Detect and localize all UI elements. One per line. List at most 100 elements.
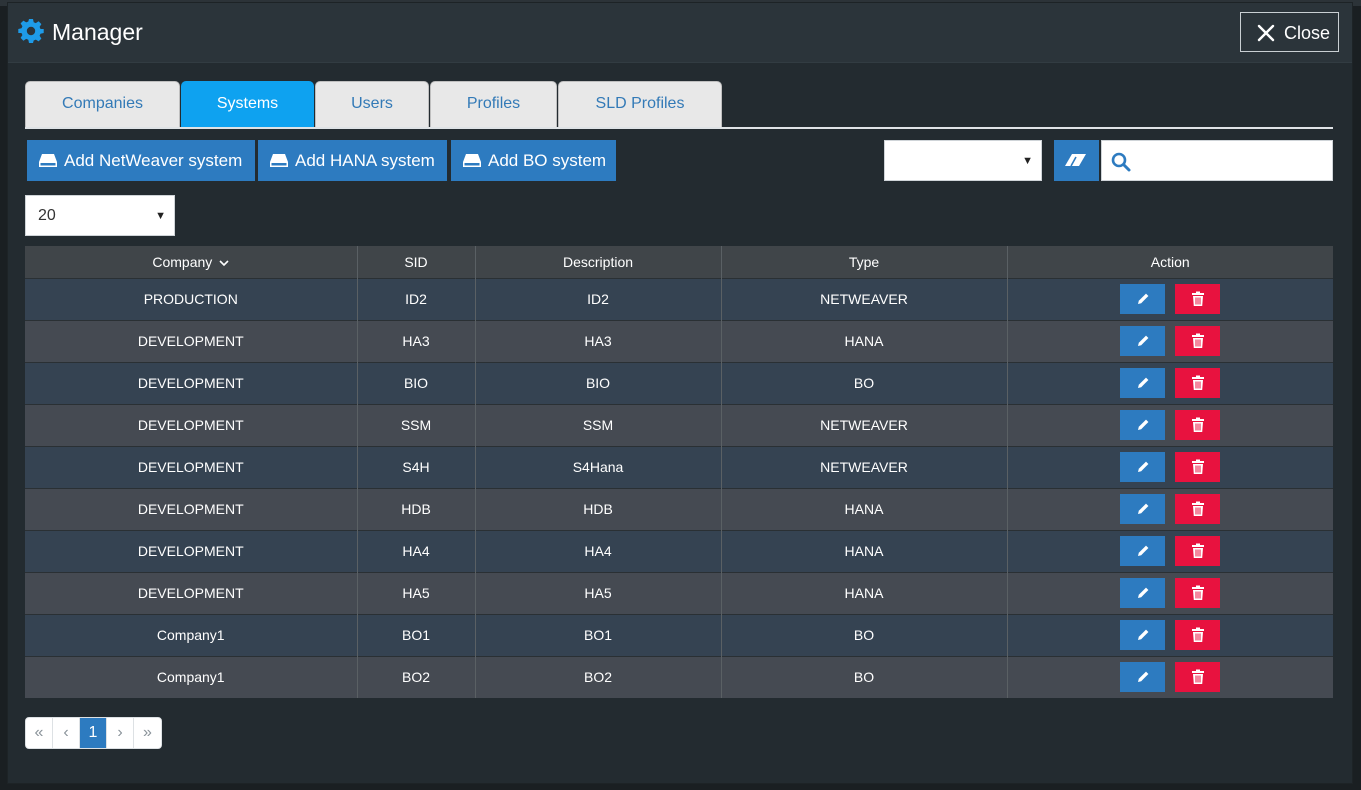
cell-action xyxy=(1007,571,1333,614)
cell-sid: S4H xyxy=(357,445,476,488)
tab-users[interactable]: Users xyxy=(315,81,429,128)
tab-companies[interactable]: Companies xyxy=(25,81,180,128)
search-icon xyxy=(1111,152,1131,172)
cell-action xyxy=(1007,613,1333,656)
table-row: DEVELOPMENT HA4 HA4 HANA xyxy=(25,529,1333,572)
manager-modal: Manager Close Companies Systems Users Pr… xyxy=(7,2,1353,784)
page-first-button[interactable]: « xyxy=(26,718,53,748)
cell-company: DEVELOPMENT xyxy=(25,571,358,614)
pencil-icon xyxy=(1137,503,1149,514)
pencil-icon xyxy=(1137,587,1149,598)
edit-button[interactable] xyxy=(1120,326,1166,356)
cell-sid: HA4 xyxy=(357,529,476,572)
cell-action xyxy=(1007,361,1333,404)
cell-type: BO xyxy=(721,655,1008,698)
filter-select[interactable]: ▼ xyxy=(884,140,1042,181)
cell-type: HANA xyxy=(721,487,1008,530)
trash-icon xyxy=(1191,501,1204,516)
cell-company: DEVELOPMENT xyxy=(25,529,358,572)
cell-action xyxy=(1007,655,1333,698)
edit-button[interactable] xyxy=(1120,620,1166,650)
cell-sid: HA5 xyxy=(357,571,476,614)
close-button[interactable]: Close xyxy=(1240,12,1339,52)
pencil-icon xyxy=(1137,419,1149,430)
cell-description: HDB xyxy=(475,487,722,530)
col-sid-header[interactable]: SID xyxy=(357,246,476,278)
cell-type: NETWEAVER xyxy=(721,403,1008,446)
search-input[interactable] xyxy=(1138,145,1328,177)
clear-filter-button[interactable] xyxy=(1054,140,1099,181)
table-row: DEVELOPMENT HA3 HA3 HANA xyxy=(25,319,1333,362)
edit-button[interactable] xyxy=(1120,452,1166,482)
cell-sid: HDB xyxy=(357,487,476,530)
cell-company: DEVELOPMENT xyxy=(25,361,358,404)
cell-description: S4Hana xyxy=(475,445,722,488)
cell-type: BO xyxy=(721,613,1008,656)
add-hana-label: Add HANA system xyxy=(295,150,435,170)
cell-action xyxy=(1007,403,1333,446)
edit-button[interactable] xyxy=(1120,662,1166,693)
delete-button[interactable] xyxy=(1175,452,1221,482)
add-hana-button[interactable]: Add HANA system xyxy=(258,140,447,181)
col-company-header[interactable]: Company xyxy=(25,246,358,278)
tab-profiles[interactable]: Profiles xyxy=(430,81,557,128)
edit-button[interactable] xyxy=(1120,578,1166,608)
cell-company: DEVELOPMENT xyxy=(25,487,358,530)
trash-icon xyxy=(1191,585,1204,600)
cell-description: BO2 xyxy=(475,655,722,698)
cell-sid: BIO xyxy=(357,361,476,404)
search-box xyxy=(1101,140,1333,181)
delete-button[interactable] xyxy=(1175,578,1221,608)
caret-down-icon: ▼ xyxy=(155,209,166,222)
edit-button[interactable] xyxy=(1120,410,1166,440)
cell-sid: ID2 xyxy=(357,277,476,320)
hard-drive-icon xyxy=(270,154,288,167)
trash-icon xyxy=(1191,333,1204,348)
page-prev-button[interactable]: ‹ xyxy=(53,718,80,748)
add-netweaver-button[interactable]: Add NetWeaver system xyxy=(27,140,255,181)
page-last-button[interactable]: » xyxy=(134,718,161,748)
add-netweaver-label: Add NetWeaver system xyxy=(64,150,243,170)
table-header-row: Company SID Description Type Action xyxy=(25,246,1333,278)
delete-button[interactable] xyxy=(1175,284,1221,314)
cell-type: NETWEAVER xyxy=(721,445,1008,488)
delete-button[interactable] xyxy=(1175,662,1221,693)
edit-button[interactable] xyxy=(1120,494,1166,524)
delete-button[interactable] xyxy=(1175,326,1221,356)
hard-drive-icon xyxy=(39,154,57,167)
edit-button[interactable] xyxy=(1120,284,1166,314)
systems-table: Company SID Description Type Action PROD… xyxy=(25,246,1333,698)
page-next-button[interactable]: › xyxy=(107,718,134,748)
edit-button[interactable] xyxy=(1120,368,1166,398)
add-bo-label: Add BO system xyxy=(488,150,607,170)
page-size-select[interactable]: 20 ▼ xyxy=(25,195,175,236)
col-type-header[interactable]: Type xyxy=(721,246,1008,278)
tab-sld-profiles[interactable]: SLD Profiles xyxy=(558,81,722,128)
close-icon xyxy=(1257,24,1275,42)
cell-company: DEVELOPMENT xyxy=(25,403,358,446)
cell-sid: HA3 xyxy=(357,319,476,362)
delete-button[interactable] xyxy=(1175,410,1221,440)
delete-button[interactable] xyxy=(1175,368,1221,398)
delete-button[interactable] xyxy=(1175,620,1221,650)
cell-company: DEVELOPMENT xyxy=(25,319,358,362)
tab-underline xyxy=(25,127,1333,129)
page-size-value: 20 xyxy=(38,206,56,224)
cell-company: Company1 xyxy=(25,613,358,656)
cell-type: NETWEAVER xyxy=(721,277,1008,320)
cell-action xyxy=(1007,445,1333,488)
cell-description: HA5 xyxy=(475,571,722,614)
col-description-header[interactable]: Description xyxy=(475,246,722,278)
cell-company: Company1 xyxy=(25,655,358,698)
tab-systems[interactable]: Systems xyxy=(181,81,314,128)
add-bo-button[interactable]: Add BO system xyxy=(451,140,616,181)
cell-description: BO1 xyxy=(475,613,722,656)
edit-button[interactable] xyxy=(1120,536,1166,566)
delete-button[interactable] xyxy=(1175,536,1221,566)
cell-sid: BO2 xyxy=(357,655,476,698)
trash-icon xyxy=(1191,291,1204,306)
chevron-down-icon xyxy=(219,259,229,266)
delete-button[interactable] xyxy=(1175,494,1221,524)
hard-drive-icon xyxy=(463,154,481,167)
page-current-button[interactable]: 1 xyxy=(80,718,107,748)
